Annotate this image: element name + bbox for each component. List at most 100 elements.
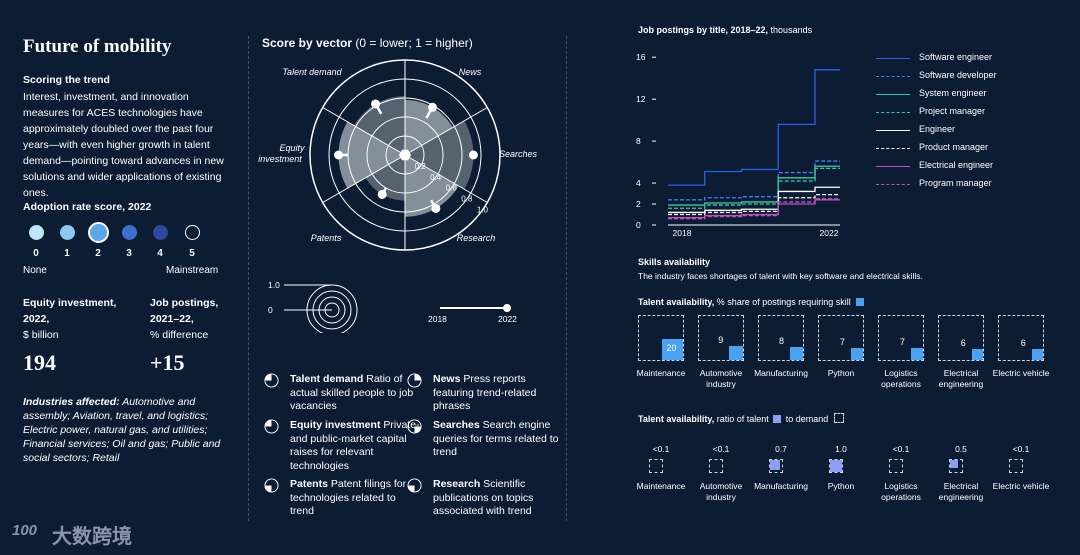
ratio-fill — [770, 460, 781, 471]
radar-spoke — [404, 107, 488, 156]
share-legend-swatch — [856, 298, 865, 306]
y-tick-label: 4 — [636, 178, 641, 188]
radar-wedges — [338, 96, 474, 217]
line-legend-item: Program manager — [876, 178, 1016, 190]
legend-swatch — [876, 112, 910, 113]
ratio-skill-name: Maintenance — [636, 481, 686, 491]
ratio-skill-name: Logistics operations — [881, 481, 921, 502]
equity-investment-icon — [264, 419, 279, 434]
share-square-manufacturing — [758, 315, 804, 361]
share-fill — [790, 347, 803, 360]
divider-left — [248, 36, 249, 521]
adoption-label-2: 2 — [95, 248, 101, 259]
ratio-skill-name: Manufacturing — [754, 481, 808, 491]
adoption-label-1: 1 — [64, 248, 70, 259]
share-fill — [971, 348, 983, 360]
legend-label: Electrical engineer — [919, 160, 994, 170]
jobs-heading-1: Job postings, — [150, 297, 219, 309]
y-tick-label: 0 — [636, 220, 641, 230]
ratio-skill-name: Python — [827, 481, 855, 491]
legend-news: News Press reports featuring trend-relat… — [407, 373, 563, 414]
series-line-engineer — [668, 186, 840, 214]
share-fill — [729, 346, 743, 360]
legend-label: Software developer — [919, 70, 997, 80]
adoption-label-0: 0 — [33, 248, 39, 259]
radar-rings — [309, 59, 501, 251]
line-legend-item: Engineer — [876, 124, 1016, 136]
adoption-circle-2-selected — [88, 222, 109, 243]
ratio-box-maintenance — [649, 459, 663, 473]
legend-name: Talent demand — [290, 373, 364, 385]
legend-desc: Private- and public-market capital raise… — [290, 419, 420, 472]
series-line-project-manager — [668, 167, 840, 209]
divider-right — [566, 36, 567, 521]
series-line-software-developer — [668, 160, 840, 201]
radar-wedge-equity-investment — [338, 121, 405, 189]
radar-ring-label: 0.8 — [461, 195, 473, 204]
line-legend-item: System engineer — [876, 88, 1016, 100]
line-legend-item: Software developer — [876, 70, 1016, 82]
radar-ring-label: 0.4 — [430, 173, 442, 182]
legend-desc: Search engine queries for terms related … — [433, 419, 559, 458]
key-ring-2 — [312, 290, 352, 330]
radar-point-2022 — [468, 150, 478, 160]
radar-title-bold: Score by vector — [262, 36, 353, 50]
share-fill — [1031, 348, 1043, 360]
legend-label: Product manager — [919, 142, 989, 152]
radar-axis-label: Research — [457, 233, 496, 243]
ratio-value: <0.1 — [712, 444, 730, 454]
share-value: 8 — [778, 335, 784, 346]
radar-wedge-research — [405, 155, 459, 217]
y-tick-label: 2 — [636, 199, 641, 209]
series-line-software-engineer — [668, 69, 840, 186]
jobs-line-chart: 0 2 4 8 12 16 2018 2022 — [636, 52, 840, 238]
legend-label: System engineer — [919, 88, 987, 98]
x-tick-label: 2018 — [673, 228, 692, 238]
talent-demand-icon — [264, 373, 279, 388]
ratio-demand-swatch — [833, 413, 844, 423]
radar-ring-label: 1.0 — [477, 205, 489, 214]
share-square-electrical-engineering — [938, 315, 984, 361]
radar-point-2022 — [334, 150, 343, 160]
industries-affected: Industries affected: Automotive and asse… — [23, 395, 228, 465]
ratio-box-logistics-operations — [889, 459, 903, 473]
legend-name: Patents — [290, 478, 328, 490]
radar-wedge-patents — [365, 155, 405, 201]
legend-swatch — [876, 130, 910, 131]
ratio-value: <0.1 — [892, 444, 910, 454]
y-tick-label: 8 — [636, 136, 641, 146]
adoption-circle-0 — [29, 225, 44, 240]
radar-axis-label: Talent demand — [282, 67, 342, 77]
page-title: Future of mobility — [23, 36, 172, 57]
radar-axis-label: Patents — [311, 233, 342, 243]
jobs-value: +15 — [150, 350, 185, 375]
legend-swatch — [876, 184, 910, 185]
line-axes: 0 2 4 8 12 16 2018 2022 — [636, 52, 840, 238]
radar-ring-label: 0.2 — [415, 162, 427, 171]
share-value: 7 — [839, 336, 845, 347]
talent-share-title-rest: % share of postings requiring skill — [714, 297, 851, 307]
radar-spoke — [322, 107, 406, 156]
equity-value: 194 — [23, 350, 56, 375]
share-square-python — [818, 315, 864, 361]
ratio-talent-swatch — [773, 415, 782, 423]
legend-label: Engineer — [919, 124, 956, 134]
radar-axis-label: News — [459, 67, 482, 77]
jobs-chart-title: Job postings by title, 2018–22, thousand… — [638, 25, 812, 35]
equity-heading-2: 2022, — [23, 313, 50, 325]
share-value: 6 — [960, 337, 966, 348]
adoption-label-3: 3 — [126, 248, 132, 259]
share-skill-name: Maintenance — [636, 368, 686, 378]
talent-share-title-bold: Talent availability, — [638, 297, 715, 307]
legend-label: Project manager — [919, 106, 986, 116]
jobs-heading-2: 2021–22, — [150, 313, 194, 325]
radar-axis-label: Equity investment — [258, 143, 305, 164]
radar-key: 1.0 0 2018 2022 — [268, 280, 517, 333]
radar-ring-label: 0.6 — [446, 184, 458, 193]
ratio-fill — [950, 460, 959, 469]
talent-ratio-title-bold: Talent availability, — [638, 414, 715, 424]
legend-label: Program manager — [919, 178, 992, 188]
ratio-box-automotive-industry — [709, 459, 723, 473]
jobs-chart-title-rest: thousands — [768, 25, 813, 35]
share-skill-name: Manufacturing — [754, 368, 808, 378]
